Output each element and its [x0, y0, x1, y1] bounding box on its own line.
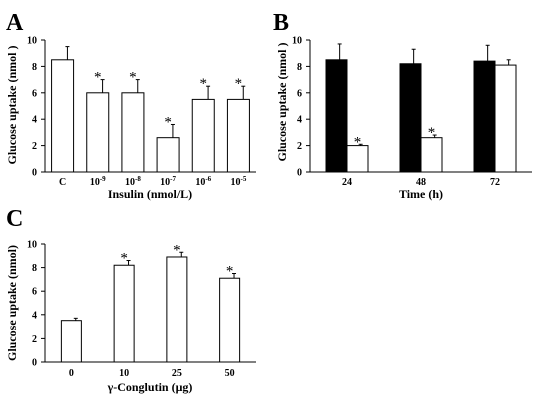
panel-a-x-tick-exponent: -9	[100, 175, 106, 183]
panel-c-bar	[113, 264, 135, 363]
panel-b-bar	[399, 63, 422, 173]
panel-c-x-tick-label: 0	[69, 368, 74, 379]
panel-b-x-tick-label: 72	[490, 177, 500, 188]
panel-c-y-tick-label: 10	[27, 240, 37, 251]
panel-c-bar	[166, 256, 188, 363]
panel-c-y-tick-label: 4	[32, 310, 37, 321]
panel-c-y-axis-label: Glucose uptake (nmol)	[5, 245, 19, 361]
panel-b-bar	[473, 60, 496, 173]
panel-c-y-tick-label: 0	[32, 358, 37, 369]
panel-b: B Glucose uptake (nmol ) Time (h) 024681…	[273, 10, 532, 201]
panel-a-x-tick-exponent: -7	[170, 175, 176, 183]
panel-b-y-tick-label: 6	[297, 88, 302, 99]
panel-c-x-tick-label: 25	[172, 368, 182, 379]
panel-b-bar	[420, 137, 443, 173]
panel-a-x-tick-label: C	[59, 177, 66, 188]
panel-b-y-tick-label: 0	[297, 168, 302, 179]
panel-a-x-tick-base: C	[59, 177, 66, 188]
panel-a-bar	[51, 59, 75, 173]
panel-a-bar	[191, 98, 215, 173]
panel-c-bars: * * *	[60, 242, 241, 363]
panel-c-significance-marker: *	[173, 242, 181, 258]
panel-c-y-ticks: 0 2 4 6 8 10	[27, 240, 45, 369]
panel-a-significance-marker: *	[94, 70, 102, 86]
panel-a-x-tick-base: 10	[195, 177, 205, 188]
panel-a-significance-marker: *	[235, 76, 243, 92]
panel-b-x-tick-label: 48	[416, 177, 426, 188]
panel-c-y-tick-label: 6	[32, 287, 37, 298]
panel-b-bar	[494, 64, 517, 173]
panel-a-x-tick-label: 10-8	[125, 175, 141, 188]
panel-c-x-tick-base: 50	[225, 368, 235, 379]
panel-c-bar	[60, 320, 82, 363]
panel-b-y-tick-label: 8	[297, 62, 302, 73]
panel-a-bar	[156, 137, 180, 173]
panel-a-bar	[121, 92, 145, 173]
panel-c-x-tick-base: 25	[172, 368, 182, 379]
panel-b-y-tick-label: 10	[292, 36, 302, 47]
panel-b-x-tick-base: 72	[490, 177, 500, 188]
panel-b-y-tick-label: 2	[297, 141, 302, 152]
panel-b-significance-marker: *	[428, 125, 436, 141]
panel-a-y-tick-label: 0	[32, 168, 37, 179]
panel-a-x-tick-label: 10-9	[90, 175, 106, 188]
panel-b-x-ticks: 24 48 72	[342, 177, 500, 188]
panel-a-x-tick-label: 10-7	[160, 175, 176, 188]
panel-a-x-tick-label: 10-5	[230, 175, 246, 188]
panel-a-y-ticks: 0 2 4 6 8 10	[27, 36, 45, 179]
panel-b-y-axis-label: Glucose uptake (nmol )	[275, 42, 289, 161]
panel-a-x-tick-exponent: -5	[240, 175, 246, 183]
panel-a-x-tick-base: 10	[230, 177, 240, 188]
panel-a-x-tick-label: 10-6	[195, 175, 211, 188]
panel-c-x-tick-base: 10	[119, 368, 129, 379]
panel-c-significance-marker: *	[226, 264, 234, 280]
panel-b-bar	[325, 59, 348, 173]
panel-c-letter: C	[6, 206, 23, 232]
panel-a-bar	[226, 98, 250, 173]
panel-c: C Glucose uptake (nmol) γ-Conglutin (μg)…	[5, 206, 256, 394]
panel-a-y-tick-label: 4	[32, 115, 37, 126]
panel-a-letter: A	[6, 10, 24, 36]
panel-a-y-tick-label: 2	[32, 141, 37, 152]
panel-a-y-tick-label: 8	[32, 62, 37, 73]
panel-a-significance-marker: *	[129, 70, 137, 86]
panel-c-bar	[219, 277, 241, 363]
panel-a-bars: * * * * *	[51, 46, 250, 173]
panel-b-y-ticks: 0 2 4 6 8 10	[292, 36, 310, 179]
panel-b-x-tick-base: 24	[342, 177, 352, 188]
panel-a-x-tick-exponent: -6	[205, 175, 211, 183]
panel-a: A Glucose uptake (nmol ) Insulin (nmol/L…	[5, 10, 256, 201]
panel-a-x-tick-base: 10	[160, 177, 170, 188]
panel-a-bar	[86, 92, 110, 173]
panel-a-x-ticks: C 10-9 10-8 10-7 10-6 10-5	[59, 175, 247, 188]
panel-c-y-tick-label: 2	[32, 334, 37, 345]
panel-c-significance-marker: *	[120, 251, 128, 267]
panel-b-letter: B	[273, 10, 289, 36]
panel-c-y-tick-label: 8	[32, 263, 37, 274]
panel-b-x-tick-base: 48	[416, 177, 426, 188]
panel-b-significance-marker: *	[354, 134, 362, 150]
panel-a-x-tick-exponent: -8	[135, 175, 141, 183]
panel-a-significance-marker: *	[164, 114, 172, 130]
panel-a-x-tick-base: 10	[125, 177, 135, 188]
panel-a-significance-marker: *	[200, 76, 208, 92]
panel-a-y-axis-label: Glucose uptake (nmol )	[5, 45, 19, 164]
panel-c-x-tick-label: 10	[119, 368, 129, 379]
panel-c-x-ticks: 0 10 25 50	[69, 368, 235, 379]
panel-c-x-tick-label: 50	[225, 368, 235, 379]
panel-b-x-axis-label: Time (h)	[399, 187, 443, 201]
panel-b-y-tick-label: 4	[297, 115, 302, 126]
panel-a-y-tick-label: 10	[27, 36, 37, 47]
panel-a-x-tick-base: 10	[90, 177, 100, 188]
panel-a-y-tick-label: 6	[32, 88, 37, 99]
panel-c-x-axis-label: γ-Conglutin (μg)	[107, 380, 193, 394]
panel-a-x-axis-label: Insulin (nmol/L)	[108, 187, 192, 201]
panel-c-x-tick-base: 0	[69, 368, 74, 379]
panel-b-x-tick-label: 24	[342, 177, 352, 188]
